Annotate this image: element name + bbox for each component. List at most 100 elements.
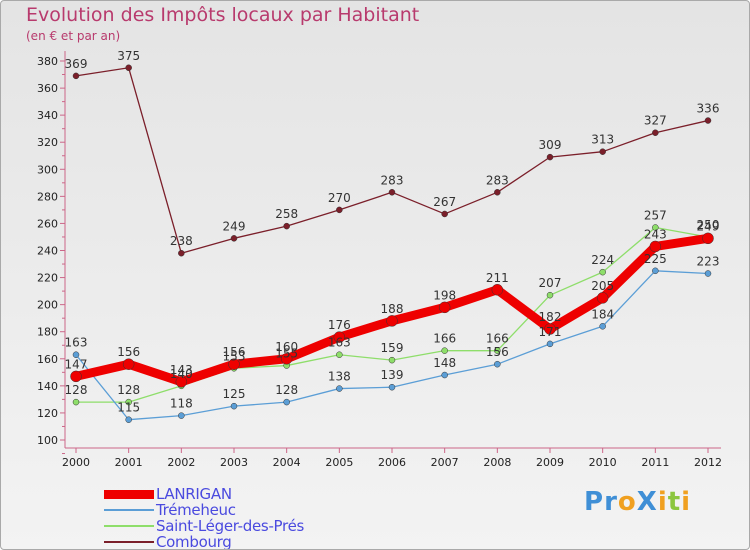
data-point-tremeheuc [441, 371, 448, 379]
legend-label: Saint-Léger-des-Prés [156, 517, 305, 535]
x-tick-label: 2000 [62, 456, 90, 469]
x-tick-label: 2002 [167, 456, 195, 469]
data-point-tremeheuc [494, 360, 501, 368]
data-point-combourg [546, 153, 554, 161]
series-line-combourg [75, 67, 709, 254]
data-label-tremeheuc: 125 [223, 387, 246, 401]
data-label-tremeheuc: 156 [486, 345, 509, 359]
data-point-combourg [388, 189, 396, 196]
data-label-combourg: 375 [117, 49, 140, 63]
data-point-lanrigan [491, 284, 504, 296]
data-label-saint-leger-des-pres: 250 [697, 218, 720, 232]
legend-swatch [104, 525, 154, 527]
data-point-saint-leger-des-pres [388, 356, 396, 364]
x-tick-label: 2009 [536, 456, 564, 469]
data-label-tremeheuc: 138 [328, 370, 351, 384]
data-label-combourg: 283 [381, 173, 404, 187]
data-point-lanrigan [386, 315, 398, 327]
data-label-lanrigan: 156 [117, 345, 140, 359]
data-point-lanrigan [122, 358, 135, 370]
y-tick-label: 260 [37, 217, 58, 230]
data-point-combourg [178, 249, 185, 257]
y-tick-label: 360 [37, 82, 58, 95]
data-label-combourg: 327 [644, 114, 667, 128]
data-label-saint-leger-des-pres: 159 [381, 341, 404, 355]
y-tick-label: 160 [37, 353, 58, 366]
data-label-tremeheuc: 163 [65, 336, 88, 350]
y-tick-label: 300 [37, 163, 58, 176]
data-point-combourg [441, 210, 448, 218]
x-tick-label: 2006 [378, 456, 406, 469]
data-label-combourg: 309 [539, 138, 562, 152]
data-point-lanrigan [544, 323, 556, 335]
proxiti-logo: ProXiti [584, 487, 691, 517]
data-label-tremeheuc: 148 [433, 356, 456, 370]
data-label-saint-leger-des-pres: 163 [328, 336, 351, 350]
data-label-saint-leger-des-pres: 257 [644, 208, 667, 222]
data-point-tremeheuc [72, 351, 80, 358]
legend-swatch [104, 509, 154, 511]
data-point-saint-leger-des-pres [125, 398, 132, 406]
x-tick-label: 2007 [431, 456, 459, 469]
logo-letter: X [636, 487, 658, 517]
logo-letter: r [604, 487, 618, 517]
data-point-saint-leger-des-pres [599, 268, 606, 276]
data-label-combourg: 258 [275, 207, 298, 221]
data-point-lanrigan [280, 353, 293, 365]
logo-letter: t [667, 487, 682, 517]
data-label-lanrigan: 182 [539, 310, 562, 324]
y-tick-label: 100 [37, 434, 58, 447]
data-point-saint-leger-des-pres [441, 347, 448, 354]
y-tick-label: 180 [37, 326, 58, 339]
data-label-lanrigan: 243 [644, 227, 667, 241]
data-label-saint-leger-des-pres: 128 [117, 383, 140, 397]
x-tick-label: 2008 [483, 456, 511, 469]
chart-title: Evolution des Impôts locaux par Habitant [26, 4, 420, 26]
legend-label: LANRIGAN [156, 485, 232, 503]
y-tick-label: 320 [37, 136, 58, 149]
data-label-saint-leger-des-pres: 140 [170, 367, 193, 381]
data-point-saint-leger-des-pres [336, 351, 343, 358]
data-point-combourg [72, 72, 80, 80]
data-point-lanrigan [702, 232, 714, 245]
data-label-saint-leger-des-pres: 166 [486, 332, 509, 346]
logo-letter: P [584, 487, 605, 517]
data-point-tremeheuc [599, 323, 606, 330]
data-point-tremeheuc [388, 383, 396, 391]
data-point-lanrigan [175, 376, 188, 388]
y-tick-label: 280 [37, 190, 58, 203]
data-point-combourg [336, 206, 343, 214]
data-point-combourg [704, 117, 712, 124]
legend-swatch [104, 490, 154, 499]
x-tick-label: 2010 [589, 456, 617, 469]
data-label-lanrigan: 147 [65, 357, 88, 371]
data-label-saint-leger-des-pres: 207 [539, 276, 562, 290]
data-label-saint-leger-des-pres: 128 [65, 383, 88, 397]
data-label-lanrigan: 198 [433, 288, 456, 302]
data-label-tremeheuc: 223 [697, 255, 720, 269]
data-point-tremeheuc [283, 398, 290, 406]
data-label-lanrigan: 249 [697, 219, 720, 233]
data-label-combourg: 313 [591, 133, 614, 147]
legend-swatch [104, 541, 154, 543]
data-point-combourg [230, 235, 238, 242]
data-label-saint-leger-des-pres: 155 [275, 347, 298, 361]
data-point-lanrigan [438, 301, 451, 314]
logo-letter: i [681, 487, 692, 517]
data-point-saint-leger-des-pres [652, 224, 659, 231]
logo-letter: o [617, 487, 637, 517]
data-label-combourg: 249 [223, 219, 246, 233]
y-tick-label: 380 [37, 55, 58, 68]
y-tick-label: 240 [37, 245, 58, 258]
data-label-combourg: 283 [486, 173, 509, 187]
data-label-lanrigan: 143 [170, 363, 193, 377]
data-label-lanrigan: 160 [275, 340, 298, 354]
data-label-combourg: 369 [65, 57, 88, 71]
data-label-tremeheuc: 128 [275, 383, 298, 397]
x-tick-label: 2011 [641, 456, 669, 469]
data-point-tremeheuc [230, 402, 238, 410]
data-label-lanrigan: 211 [486, 271, 509, 285]
legend-label: Combourg [156, 533, 232, 550]
